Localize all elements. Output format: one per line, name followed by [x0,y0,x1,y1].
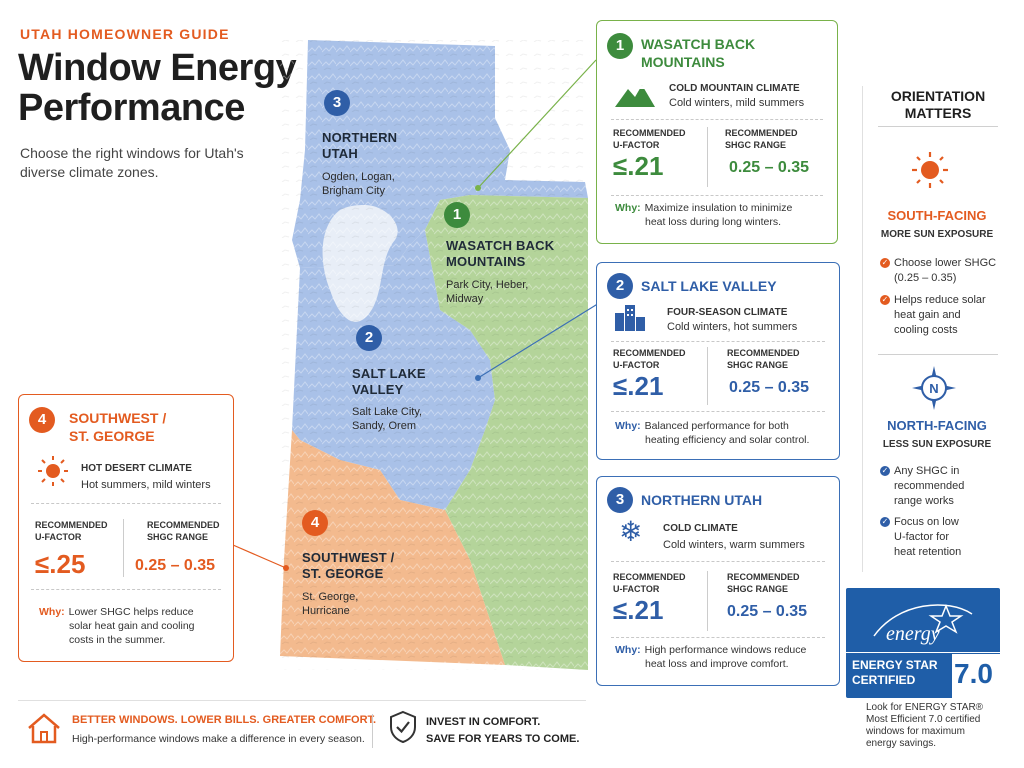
card-title-salt-lake: SALT LAKE VALLEY [641,278,777,294]
uf-label-wasatch: RECOMMENDED U-FACTOR [613,128,686,150]
shgc-value-southwest: 0.25 – 0.35 [135,557,216,574]
svg-text:energy: energy [886,623,940,645]
climate-title-wasatch: COLD MOUNTAIN CLIMATE [669,83,800,94]
shgc-label-wasatch: RECOMMENDED SHGC RANGE [725,128,798,150]
mountain-icon [615,85,655,107]
south-bullet-2: ✓ Helps reduce solar heat gain and cooling… [880,294,986,336]
north-compass-icon: N [912,366,956,410]
shgc-value-wasatch: 0.25 – 0.35 [729,159,810,176]
card-number-wasatch: 1 [607,33,633,59]
map-number-salt-lake: 2 [356,325,382,351]
why-northern: Why: High performance windows reduce heat… [615,644,807,670]
uf-label-northern: RECOMMENDED U-FACTOR [613,572,686,594]
climate-sub-southwest: Hot summers, mild winters [81,479,211,491]
map-number-southwest: 4 [302,510,328,536]
energy-star-logo-icon: energy [873,603,973,645]
sun-icon [38,456,68,486]
footer-left-sub: High-performance windows make a differen… [72,733,365,745]
uf-label-salt-lake: RECOMMENDED U-FACTOR [613,348,686,370]
uf-value-salt-lake: ≤.21 [613,371,664,401]
map-label-wasatch: WASATCH BACK MOUNTAINS [446,238,555,269]
card-salt-lake: 2 SALT LAKE VALLEY FOUR-SEASON CLIMATE C… [596,262,840,460]
north-facing-heading: NORTH-FACING [887,418,987,433]
map-label-northern: NORTHERN UTAH [322,130,398,161]
north-bullet-2: ✓ Focus on low U-factor for heat retention [880,516,962,558]
card-title-northern: NORTHERN UTAH [641,492,763,508]
connector-wasatch [477,59,597,189]
energy-star-version: 7.0 [954,658,993,689]
card-wasatch: 1 WASATCH BACK MOUNTAINS COLD MOUNTAIN CL… [596,20,838,244]
shgc-label-northern: RECOMMENDED SHGC RANGE [727,572,800,594]
header-kicker: UTAH HOMEOWNER GUIDE [20,26,230,42]
compass-letter: N [929,381,938,396]
card-northern: 3 NORTHERN UTAH ❄ COLD CLIMATE Cold wint… [596,476,840,686]
page-subtitle: Choose the right windows for Utah's dive… [20,145,244,180]
shgc-value-northern: 0.25 – 0.35 [727,603,808,620]
energy-star-label: ENERGY STAR CERTIFIED [852,658,938,687]
page-title: Window Energy Performance [18,47,297,129]
map-label-southwest: SOUTHWEST / ST. GEORGE [302,550,395,581]
north-bullet-1: ✓ Any SHGC in recommended range works [880,465,965,507]
why-wasatch: Why: Maximize insulation to minimize heat… [615,202,793,228]
uf-value-wasatch: ≤.21 [613,151,664,181]
climate-sub-northern: Cold winters, warm summers [663,539,805,551]
why-southwest: Why: Lower SHGC helps reduce solar heat g… [39,606,195,646]
card-number-salt-lake: 2 [607,273,633,299]
climate-sub-salt-lake: Cold winters, hot summers [667,321,798,333]
map-number-wasatch: 1 [444,202,470,228]
card-number-southwest: 4 [29,407,55,433]
south-facing-sub: MORE SUN EXPOSURE [880,229,994,240]
shield-check-icon [390,710,416,744]
south-bullet-1: ✓ Choose lower SHGC (0.25 – 0.35) [880,257,997,284]
south-sun-icon [912,152,948,188]
climate-title-northern: COLD CLIMATE [663,523,738,534]
footer-left-heading: BETTER WINDOWS. LOWER BILLS. GREATER COM… [72,714,377,726]
energy-star-badge: energy ENERGY STAR CERTIFIED 7.0 [846,588,1000,698]
climate-sub-wasatch: Cold winters, mild summers [669,97,805,109]
orientation-title: ORIENTATION MATTERS [890,88,986,121]
house-icon [28,713,60,744]
climate-title-salt-lake: FOUR-SEASON CLIMATE [667,307,788,318]
map-cities-southwest: St. George, Hurricane [302,591,359,617]
shgc-label-southwest: RECOMMENDED SHGC RANGE [147,520,220,542]
shgc-value-salt-lake: 0.25 – 0.35 [729,379,810,396]
energy-star-caption: Look for ENERGY STAR® Most Efficient 7.0… [866,702,984,749]
connector-southwest [232,544,287,569]
map-cities-northern: Ogden, Logan, Brigham City [322,171,395,197]
map-number-northern: 3 [324,90,350,116]
map-cities-salt-lake: Salt Lake City, Sandy, Orem [352,406,423,432]
card-southwest: 4 SOUTHWEST / ST. GEORGE HOT DESERT CLIMA… [18,394,234,662]
card-title-southwest: SOUTHWEST / ST. GEORGE [69,410,167,444]
shgc-label-salt-lake: RECOMMENDED SHGC RANGE [727,348,800,370]
uf-label-southwest: RECOMMENDED U-FACTOR [35,520,108,542]
why-salt-lake: Why: Balanced performance for both heatin… [615,420,810,446]
snowflake-icon: ❄ [619,516,643,547]
card-number-northern: 3 [607,487,633,513]
map-cities-wasatch: Park City, Heber, Midway [446,279,529,305]
uf-value-northern: ≤.21 [613,595,664,625]
north-facing-sub: LESS SUN EXPOSURE [882,439,992,450]
city-buildings-icon [615,305,645,331]
climate-title-southwest: HOT DESERT CLIMATE [81,463,192,474]
card-title-wasatch: WASATCH BACK MOUNTAINS [641,36,756,70]
connector-salt-lake [477,299,605,379]
map-label-salt-lake: SALT LAKE VALLEY [352,366,426,397]
footer-right-text: INVEST IN COMFORT. SAVE FOR YEARS TO COME… [426,716,580,745]
uf-value-southwest: ≤.25 [35,549,86,579]
south-facing-heading: SOUTH-FACING [887,208,987,223]
